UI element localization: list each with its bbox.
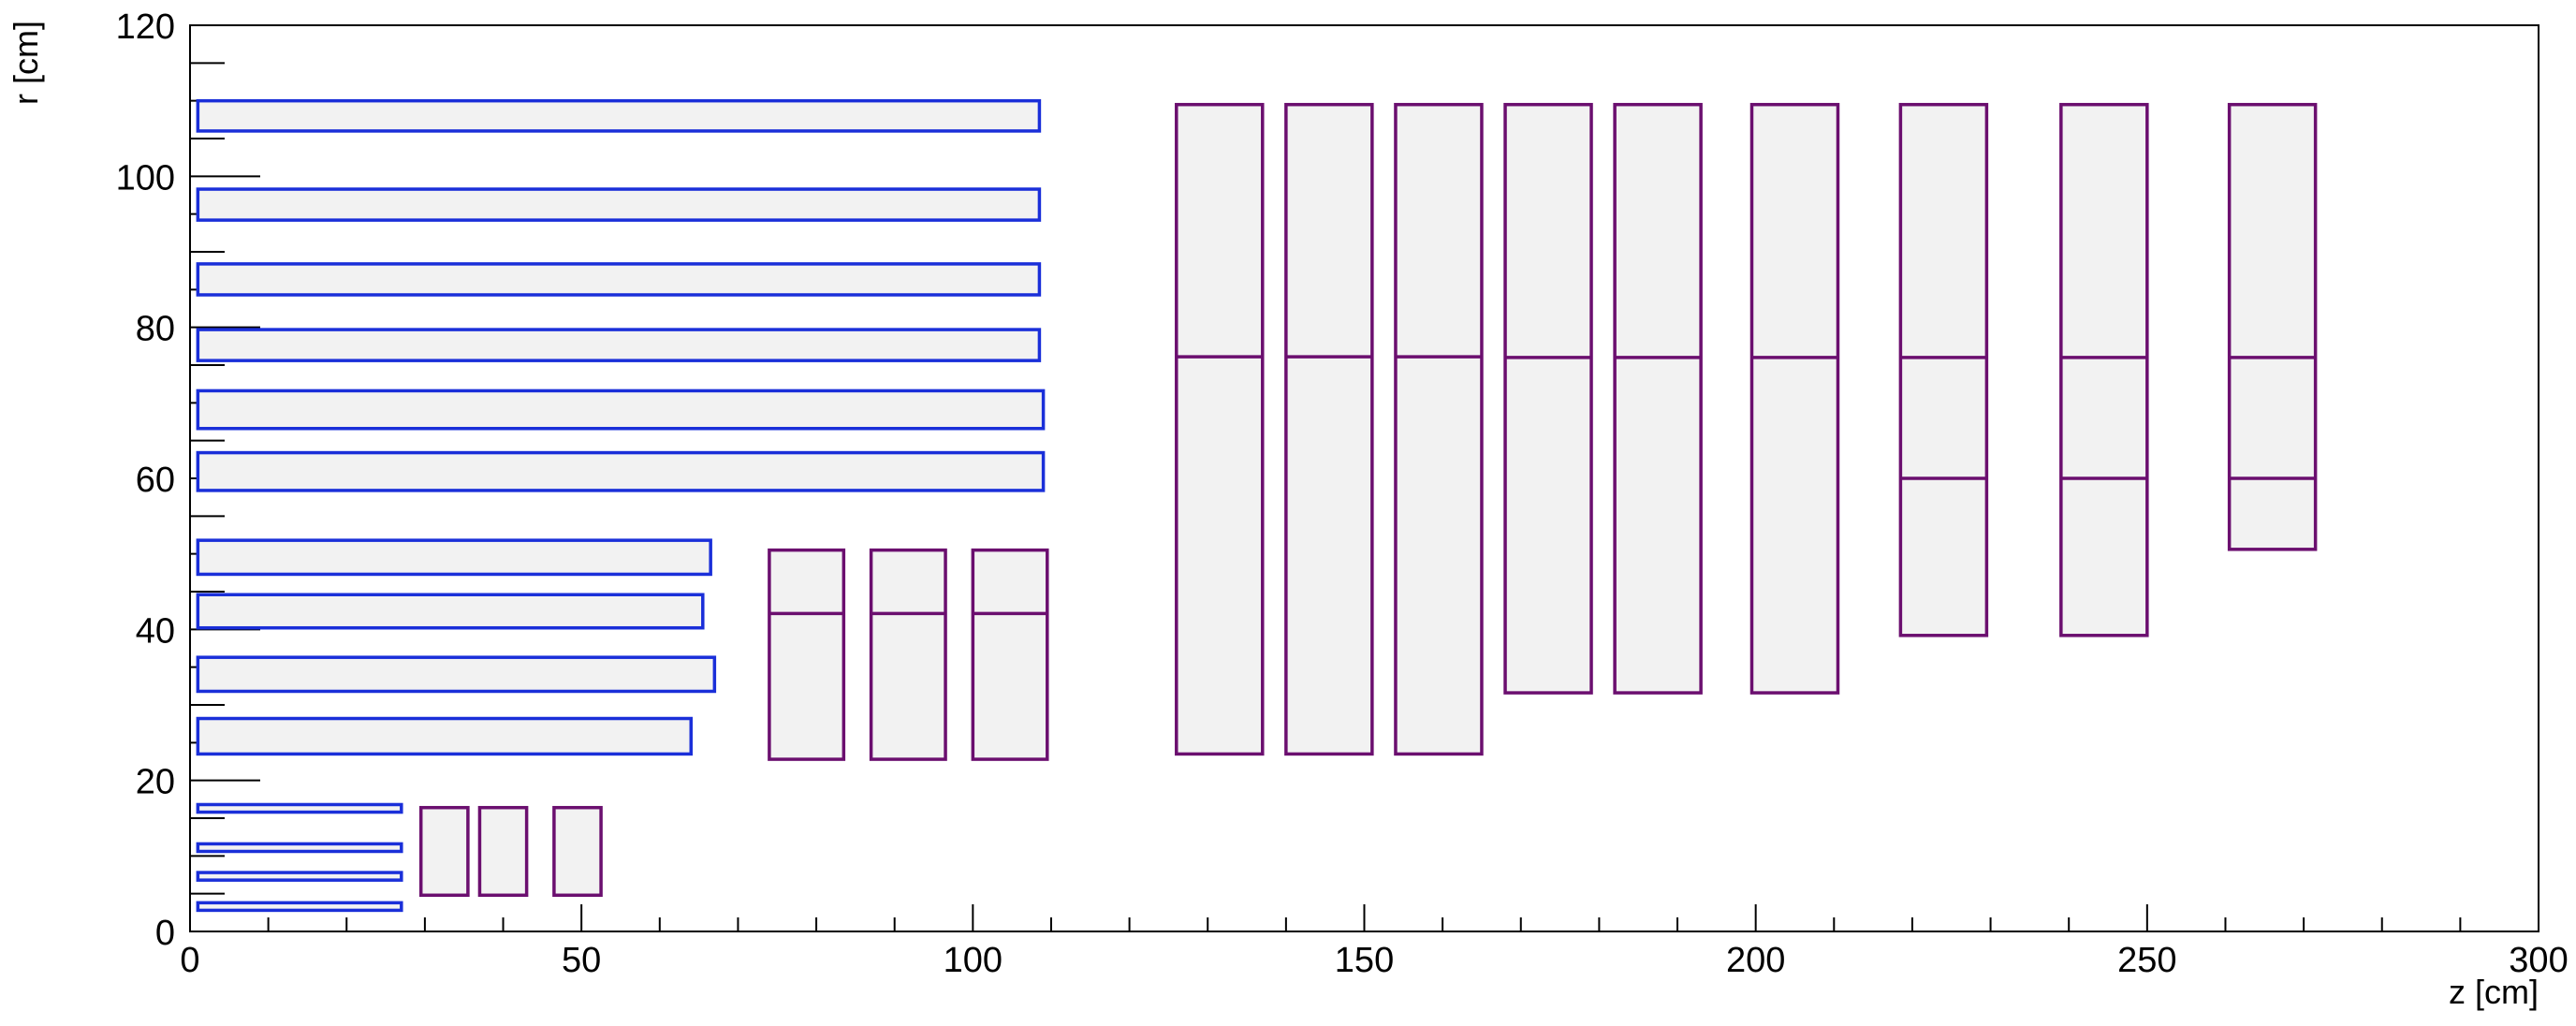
x-tick-label: 150 xyxy=(1335,941,1394,980)
y-tick-label: 0 xyxy=(155,914,175,953)
endcap-disk xyxy=(418,805,470,898)
barrel-layer xyxy=(196,262,1042,297)
barrel-layer xyxy=(196,98,1042,133)
barrel-layer xyxy=(196,328,1042,362)
x-tick-label: 200 xyxy=(1726,941,1785,980)
barrel-layer xyxy=(196,871,403,882)
barrel-layer xyxy=(196,187,1042,222)
endcap-disk xyxy=(1613,102,1703,695)
plot-frame xyxy=(189,24,2539,932)
endcap-disk xyxy=(1284,102,1374,756)
x-tick-label: 50 xyxy=(562,941,601,980)
y-axis-tick-labels: 0 20 40 60 80 100 120 xyxy=(116,7,175,953)
endcap-disk xyxy=(1749,102,1840,695)
x-axis-title: z [cm] xyxy=(2449,973,2539,1011)
endcap-disk xyxy=(477,805,529,898)
barrel-layer xyxy=(196,655,717,694)
y-tick-label: 120 xyxy=(116,7,175,47)
y-tick-label: 40 xyxy=(136,611,175,651)
barrel-layer xyxy=(196,593,705,630)
y-tick-label: 100 xyxy=(116,158,175,198)
endcap-disk xyxy=(552,805,603,898)
endcap-disks xyxy=(418,102,2318,898)
barrel-layer xyxy=(196,388,1046,431)
y-tick-label: 60 xyxy=(136,461,175,500)
barrel-layer xyxy=(196,901,403,913)
endcap-disk xyxy=(869,548,947,761)
y-axis-title: r [cm] xyxy=(7,21,45,105)
x-tick-label: 100 xyxy=(944,941,1003,980)
x-tick-label: 0 xyxy=(180,941,199,980)
endcap-disk xyxy=(768,548,846,761)
x-tick-label: 300 xyxy=(2509,941,2568,980)
endcap-disk xyxy=(1175,102,1265,756)
barrel-layer xyxy=(196,538,712,577)
endcap-disk xyxy=(1394,102,1484,756)
endcap-disk xyxy=(971,548,1049,761)
y-tick-label: 20 xyxy=(136,763,175,802)
x-axis-tick-labels: 0 50 100 150 200 250 300 xyxy=(180,941,2568,980)
y-tick-label: 80 xyxy=(136,310,175,349)
barrel-layer xyxy=(196,450,1046,492)
x-axis-ticks xyxy=(189,904,2539,931)
endcap-disk xyxy=(2059,102,2149,638)
barrel-layers xyxy=(196,98,1046,913)
barrel-layer xyxy=(196,716,694,756)
endcap-disk xyxy=(2227,102,2318,551)
endcap-disk xyxy=(1503,102,1593,695)
barrel-layer xyxy=(196,842,403,854)
barrel-layer xyxy=(196,802,403,814)
endcap-disk xyxy=(1898,102,1989,638)
x-tick-label: 250 xyxy=(2117,941,2176,980)
